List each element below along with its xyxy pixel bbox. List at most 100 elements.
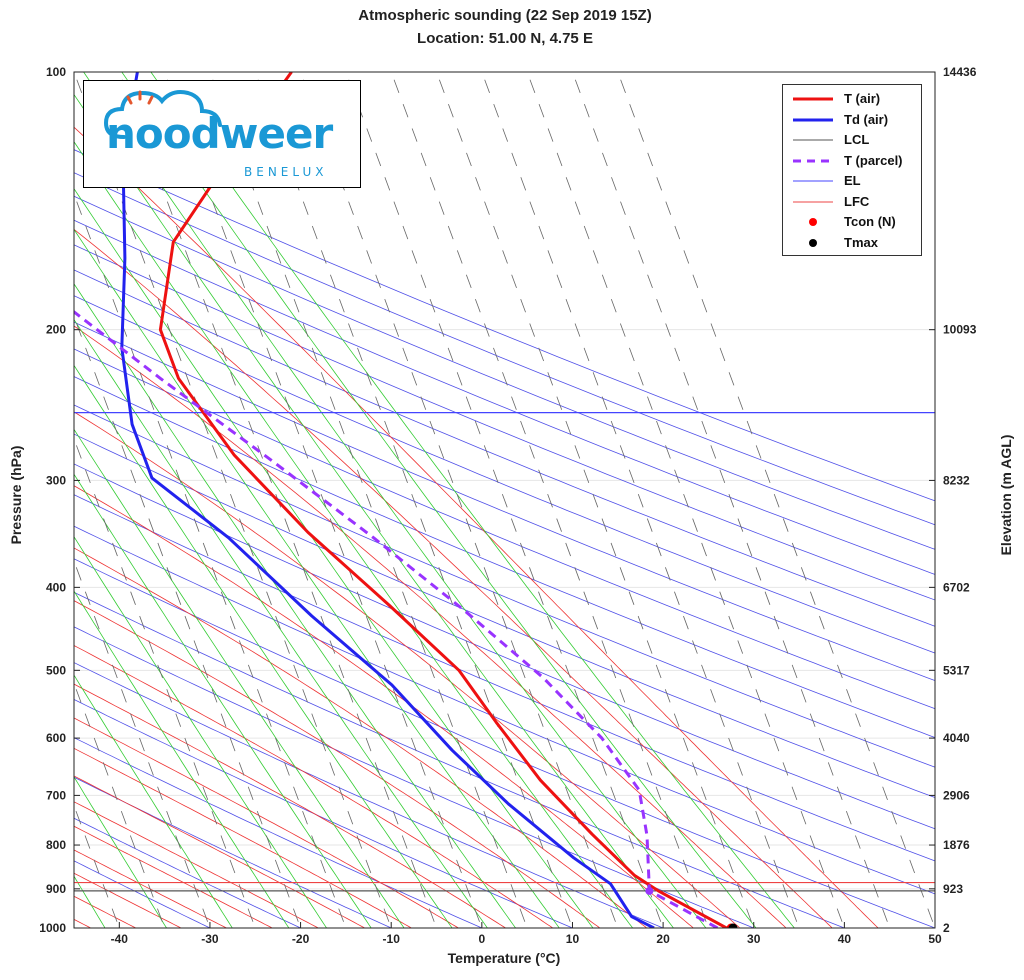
moist-adiabat-line: [74, 485, 695, 928]
p-tick-label: 1000: [39, 921, 66, 935]
elev-tick-label: 5317: [943, 663, 970, 677]
mixing-ratio-line: [121, 72, 757, 928]
legend-item-el: EL: [789, 171, 919, 191]
legend-label: LCL: [844, 132, 870, 147]
moist-adiabat-line: [74, 547, 648, 928]
title-line-2: Location: 51.00 N, 4.75 E: [417, 30, 593, 47]
elev-tick-label: 1876: [943, 838, 970, 852]
x-tick-label: 20: [656, 932, 670, 946]
dry-adiabat-line: [74, 525, 935, 895]
isotherm-line: [390, 72, 709, 928]
moist-adiabat-line: [74, 717, 460, 928]
isotherm-line: [209, 72, 528, 928]
mixing-ratio-line: [74, 141, 634, 928]
x-tick-label: 10: [566, 932, 580, 946]
logo-subtitle: BENELUX: [244, 165, 328, 179]
p-tick-label: 700: [46, 788, 66, 802]
elev-tick-label: 2: [943, 921, 950, 935]
cloud-icon: [103, 90, 222, 139]
y-axis-label: Pressure (hPa): [8, 446, 24, 545]
isotherm-line: [345, 72, 664, 928]
legend-label: EL: [844, 173, 861, 188]
elev-tick-label: 8232: [943, 473, 970, 487]
isotherm-line: [74, 682, 166, 928]
moist-adiabat-line: [74, 126, 879, 928]
legend-item-t-parcel: T (parcel): [789, 151, 919, 171]
moist-adiabat-line: [74, 849, 228, 928]
isotherm-line: [572, 72, 891, 928]
x-tick-label: -20: [292, 932, 310, 946]
isotherm-line: [436, 72, 755, 928]
p-tick-label: 500: [46, 663, 66, 677]
mixing-ratio-line: [74, 590, 290, 928]
dry-adiabat-line: [74, 348, 935, 710]
isotherm-line: [74, 72, 392, 928]
dry-adiabat-line: [74, 244, 935, 601]
series-td-air: [120, 72, 655, 928]
series-t-air: [158, 72, 728, 928]
legend-swatch: [793, 139, 833, 141]
moist-adiabat-line: [74, 325, 787, 928]
logo-wordmark: noodweer: [106, 109, 333, 158]
dry-adiabat-line: [74, 494, 935, 862]
legend-swatch: [793, 180, 833, 182]
p-tick-label: 800: [46, 838, 66, 852]
moist-adiabat-line: [74, 872, 182, 928]
chart-title: Atmospheric sounding (22 Sep 2019 15Z) L…: [0, 4, 1010, 50]
series-layer: [74, 72, 738, 928]
y2-axis-label: Elevation (m AGL): [998, 435, 1014, 556]
dry-adiabat-line: [74, 817, 302, 928]
dry-adiabat-line: [74, 269, 935, 627]
dry-adiabat-line: [74, 195, 935, 550]
mixing-ratio-line: [150, 72, 795, 928]
legend: T (air) Td (air) LCL T (parcel) EL LFC Tcon (N…: [782, 84, 922, 256]
mixing-ratio-line: [83, 72, 707, 928]
dry-adiabat-line: [74, 463, 935, 830]
mixing-ratio-line: [74, 187, 594, 928]
x-tick-label: 50: [928, 932, 942, 946]
dry-adiabat-line: [74, 172, 935, 526]
marker-tmax: [728, 923, 738, 928]
legend-swatch: [809, 218, 817, 226]
elev-tick-label: 10093: [943, 323, 977, 337]
legend-item-lfc: LFC: [789, 192, 919, 212]
legend-item-tmax: Tmax: [789, 233, 919, 253]
legend-label: LFC: [844, 193, 870, 209]
isotherm-line: [526, 72, 845, 928]
moist-adiabat-line: [74, 747, 413, 928]
x-tick-label: 40: [838, 932, 852, 946]
lcl-point: [645, 886, 654, 895]
p-tick-label: 600: [46, 731, 66, 745]
dry-adiabat-line: [74, 321, 935, 681]
series-t-parcel: [74, 310, 719, 928]
elev-tick-label: 6702: [943, 580, 970, 594]
legend-swatch: [793, 201, 833, 202]
mixing-ratio-line: [74, 364, 453, 928]
dry-adiabat-line: [74, 295, 935, 654]
x-tick-label: 30: [747, 932, 761, 946]
mixing-ratio-line: [74, 875, 106, 928]
isotherm-line: [74, 437, 256, 928]
legend-item-t-air: T (air): [789, 89, 919, 109]
isotherm-line: [74, 559, 211, 928]
legend-item-td-air: Td (air): [789, 110, 919, 130]
x-tick-label: 0: [478, 932, 485, 946]
title-line-1: Atmospheric sounding (22 Sep 2019 15Z): [358, 7, 652, 24]
moist-adiabat-line: [74, 600, 601, 928]
legend-swatch: [793, 159, 833, 162]
mixing-ratio-line: [74, 318, 488, 928]
ticks-layer: -40 -30 -20 -10 0 10 20 30 40 50 100 200 300 400 500 60…: [39, 65, 976, 946]
dry-adiabat-line: [74, 776, 393, 928]
isotherm-line: [164, 72, 483, 928]
legend-label: T (air): [844, 91, 881, 106]
isotherm-line: [74, 315, 302, 928]
isotherm-line: [617, 72, 935, 928]
legend-label: Td (air): [844, 111, 889, 127]
dry-adiabat-line: [74, 376, 935, 739]
dry-adiabat-line: [74, 699, 574, 928]
elev-tick-label: 14436: [943, 65, 977, 79]
dry-adiabat-line: [74, 149, 935, 502]
mixing-ratio-line: [74, 473, 372, 928]
isotherm-line: [481, 72, 800, 928]
mixing-ratio-line: [74, 674, 233, 928]
